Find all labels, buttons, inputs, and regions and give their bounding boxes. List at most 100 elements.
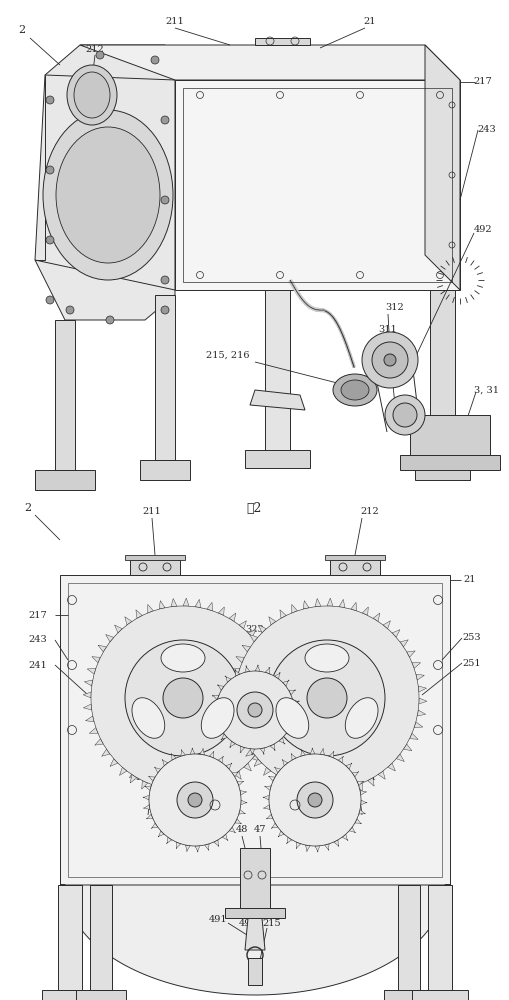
Polygon shape bbox=[239, 621, 246, 629]
Polygon shape bbox=[265, 290, 290, 450]
Polygon shape bbox=[294, 710, 300, 715]
Circle shape bbox=[46, 236, 54, 244]
Polygon shape bbox=[195, 599, 201, 608]
Polygon shape bbox=[259, 625, 266, 633]
Polygon shape bbox=[357, 781, 363, 786]
Text: 215, 216: 215, 216 bbox=[206, 351, 250, 360]
Polygon shape bbox=[60, 885, 450, 995]
Polygon shape bbox=[274, 686, 282, 692]
Polygon shape bbox=[280, 610, 286, 618]
Text: 251: 251 bbox=[463, 658, 482, 668]
Polygon shape bbox=[320, 749, 325, 755]
Polygon shape bbox=[218, 607, 224, 615]
Polygon shape bbox=[244, 763, 251, 771]
Polygon shape bbox=[333, 789, 339, 798]
Polygon shape bbox=[245, 666, 250, 672]
Polygon shape bbox=[329, 751, 334, 758]
Polygon shape bbox=[334, 840, 339, 846]
Polygon shape bbox=[237, 781, 244, 786]
Circle shape bbox=[66, 306, 74, 314]
Ellipse shape bbox=[56, 127, 160, 263]
Polygon shape bbox=[151, 823, 158, 829]
Text: 211: 211 bbox=[143, 508, 161, 516]
Polygon shape bbox=[342, 834, 348, 841]
Polygon shape bbox=[234, 728, 242, 733]
Polygon shape bbox=[248, 630, 256, 637]
Ellipse shape bbox=[132, 698, 165, 738]
Polygon shape bbox=[414, 722, 422, 728]
Polygon shape bbox=[416, 674, 425, 680]
Ellipse shape bbox=[161, 644, 205, 672]
Text: 217: 217 bbox=[474, 78, 492, 87]
Polygon shape bbox=[145, 786, 151, 790]
Polygon shape bbox=[248, 958, 262, 985]
Polygon shape bbox=[292, 604, 297, 613]
Polygon shape bbox=[217, 685, 224, 690]
Polygon shape bbox=[171, 754, 176, 760]
Ellipse shape bbox=[67, 65, 117, 125]
Polygon shape bbox=[235, 669, 240, 676]
Polygon shape bbox=[412, 990, 468, 1000]
Circle shape bbox=[372, 342, 408, 378]
Polygon shape bbox=[275, 698, 283, 704]
Polygon shape bbox=[226, 763, 232, 769]
Ellipse shape bbox=[305, 644, 349, 672]
Polygon shape bbox=[309, 788, 315, 797]
Polygon shape bbox=[362, 607, 369, 615]
Circle shape bbox=[385, 395, 425, 435]
Polygon shape bbox=[227, 692, 235, 698]
Polygon shape bbox=[175, 80, 460, 290]
Polygon shape bbox=[35, 45, 175, 320]
Polygon shape bbox=[102, 749, 110, 756]
Polygon shape bbox=[301, 750, 305, 756]
Polygon shape bbox=[325, 555, 385, 560]
Polygon shape bbox=[159, 601, 165, 609]
Polygon shape bbox=[296, 842, 301, 849]
Polygon shape bbox=[269, 617, 276, 625]
Text: 452: 452 bbox=[343, 758, 361, 768]
Polygon shape bbox=[250, 635, 258, 642]
Polygon shape bbox=[410, 733, 418, 739]
Circle shape bbox=[106, 316, 114, 324]
Polygon shape bbox=[229, 827, 236, 833]
Polygon shape bbox=[407, 651, 415, 657]
Polygon shape bbox=[293, 700, 299, 705]
Polygon shape bbox=[142, 781, 148, 789]
Polygon shape bbox=[240, 790, 246, 795]
Ellipse shape bbox=[201, 698, 234, 738]
Circle shape bbox=[269, 754, 361, 846]
Polygon shape bbox=[263, 795, 269, 800]
Polygon shape bbox=[90, 885, 112, 990]
Polygon shape bbox=[264, 767, 271, 775]
Polygon shape bbox=[361, 800, 367, 805]
Polygon shape bbox=[234, 771, 241, 779]
Polygon shape bbox=[272, 674, 280, 680]
Polygon shape bbox=[83, 692, 91, 698]
Polygon shape bbox=[291, 754, 296, 760]
Text: 441: 441 bbox=[129, 774, 148, 782]
Circle shape bbox=[161, 276, 169, 284]
Polygon shape bbox=[222, 834, 228, 841]
Polygon shape bbox=[373, 613, 380, 622]
Circle shape bbox=[177, 782, 213, 818]
Text: 3, 31: 3, 31 bbox=[474, 385, 499, 394]
Text: 312: 312 bbox=[386, 304, 404, 312]
Polygon shape bbox=[90, 728, 98, 733]
Ellipse shape bbox=[43, 110, 173, 280]
Circle shape bbox=[163, 678, 203, 718]
Text: 48: 48 bbox=[236, 826, 248, 834]
Polygon shape bbox=[181, 750, 185, 756]
Polygon shape bbox=[230, 741, 236, 748]
Text: 442: 442 bbox=[138, 758, 157, 768]
Circle shape bbox=[269, 640, 385, 756]
Polygon shape bbox=[392, 630, 400, 637]
Polygon shape bbox=[410, 415, 490, 460]
Polygon shape bbox=[214, 840, 219, 846]
Circle shape bbox=[96, 51, 104, 59]
Polygon shape bbox=[250, 749, 255, 755]
Polygon shape bbox=[271, 823, 278, 829]
Polygon shape bbox=[260, 744, 268, 751]
Polygon shape bbox=[125, 555, 185, 560]
Polygon shape bbox=[270, 722, 279, 728]
Polygon shape bbox=[162, 759, 168, 766]
